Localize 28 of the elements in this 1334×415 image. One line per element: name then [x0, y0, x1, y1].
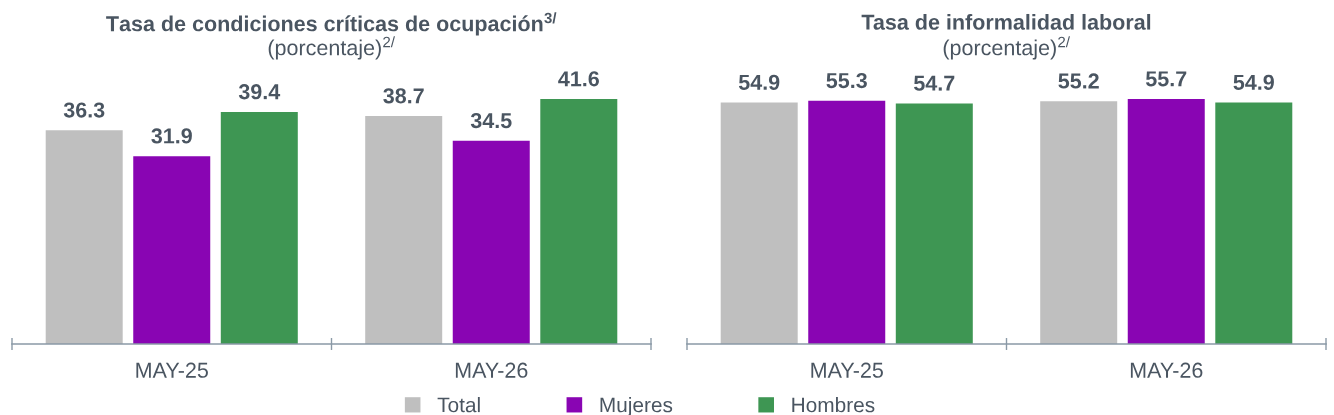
data-label: 55.3: [826, 72, 867, 89]
data-label: 54.9: [1233, 74, 1274, 90]
bar: [133, 156, 211, 344]
data-label: 55.2: [1058, 73, 1099, 89]
bar: [45, 130, 123, 344]
bar: [452, 140, 530, 344]
legend-label: Hombres: [792, 397, 875, 413]
legend-label: Total: [437, 397, 480, 413]
data-label: 31.9: [151, 128, 192, 144]
bar: [365, 116, 443, 344]
chart-title: Tasa de condiciones críticas de ocupación$^{3/}$: [106, 12, 557, 36]
data-label: 39.4: [238, 84, 281, 100]
x-tick-label: MAY-26: [455, 362, 528, 378]
data-label: 36.3: [63, 102, 105, 118]
data-label: 38.7: [383, 88, 424, 104]
x-tick-label: MAY-25: [811, 362, 883, 378]
bar: [540, 99, 618, 344]
bar: [220, 111, 298, 344]
data-label: 55.7: [1145, 71, 1187, 87]
data-label: 34.5: [470, 112, 512, 129]
chart-subtitle: (porcentaje)$^{2/}$: [268, 36, 395, 60]
chart-title: Tasa de informalidad laboral: [861, 13, 1151, 30]
data-label: 54.7: [914, 75, 955, 91]
x-tick-label: MAY-26: [1130, 362, 1203, 378]
x-tick-label: MAY-25: [136, 362, 208, 378]
data-label: 54.9: [738, 74, 780, 90]
data-label: 41.6: [558, 71, 599, 87]
chart-subtitle: (porcentaje)$^{2/}$: [943, 36, 1070, 60]
